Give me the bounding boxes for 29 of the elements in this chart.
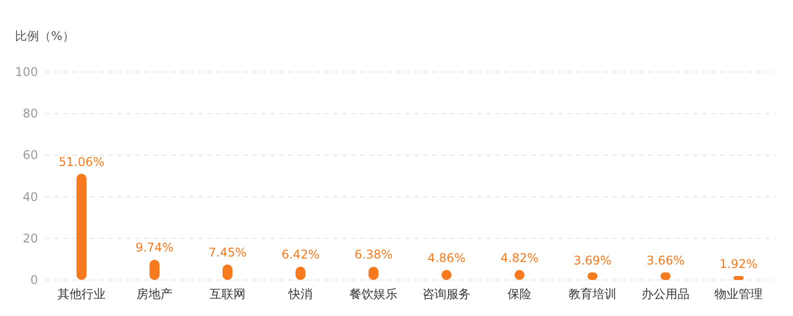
x-tick-label: 物业管理 <box>714 287 762 301</box>
y-tick-label: 40 <box>22 190 38 204</box>
y-tick-label: 80 <box>22 106 38 121</box>
x-tick-label: 办公用品 <box>642 287 690 301</box>
x-tick-label: 其他行业 <box>58 287 106 301</box>
x-tick-label: 互联网 <box>210 287 246 301</box>
data-label: 1.92% <box>719 257 758 272</box>
y-axis-title: 比例（%） <box>15 29 74 43</box>
bar <box>76 174 86 280</box>
x-tick-label: 房地产 <box>136 287 172 301</box>
x-tick-label: 餐饮娱乐 <box>350 287 398 301</box>
data-label: 4.82% <box>500 250 539 265</box>
data-label: 3.66% <box>646 253 685 268</box>
bar <box>734 276 744 280</box>
y-tick-label: 0 <box>30 273 38 287</box>
y-tick-label: 20 <box>22 231 38 246</box>
data-label: 4.86% <box>427 250 466 265</box>
x-tick-label: 教育培训 <box>568 287 616 301</box>
x-tick-label: 保险 <box>508 287 532 301</box>
data-label: 3.69% <box>573 253 612 268</box>
y-tick-label: 100 <box>15 65 38 79</box>
x-tick-label: 咨询服务 <box>422 287 470 301</box>
data-label: 7.45% <box>208 246 247 260</box>
data-label: 6.38% <box>354 248 393 262</box>
data-label: 6.42% <box>281 248 320 262</box>
data-label: 9.74% <box>135 240 174 255</box>
x-tick-label: 快消 <box>288 287 312 301</box>
data-label: 51.06% <box>58 154 104 169</box>
y-tick-label: 60 <box>22 148 38 162</box>
